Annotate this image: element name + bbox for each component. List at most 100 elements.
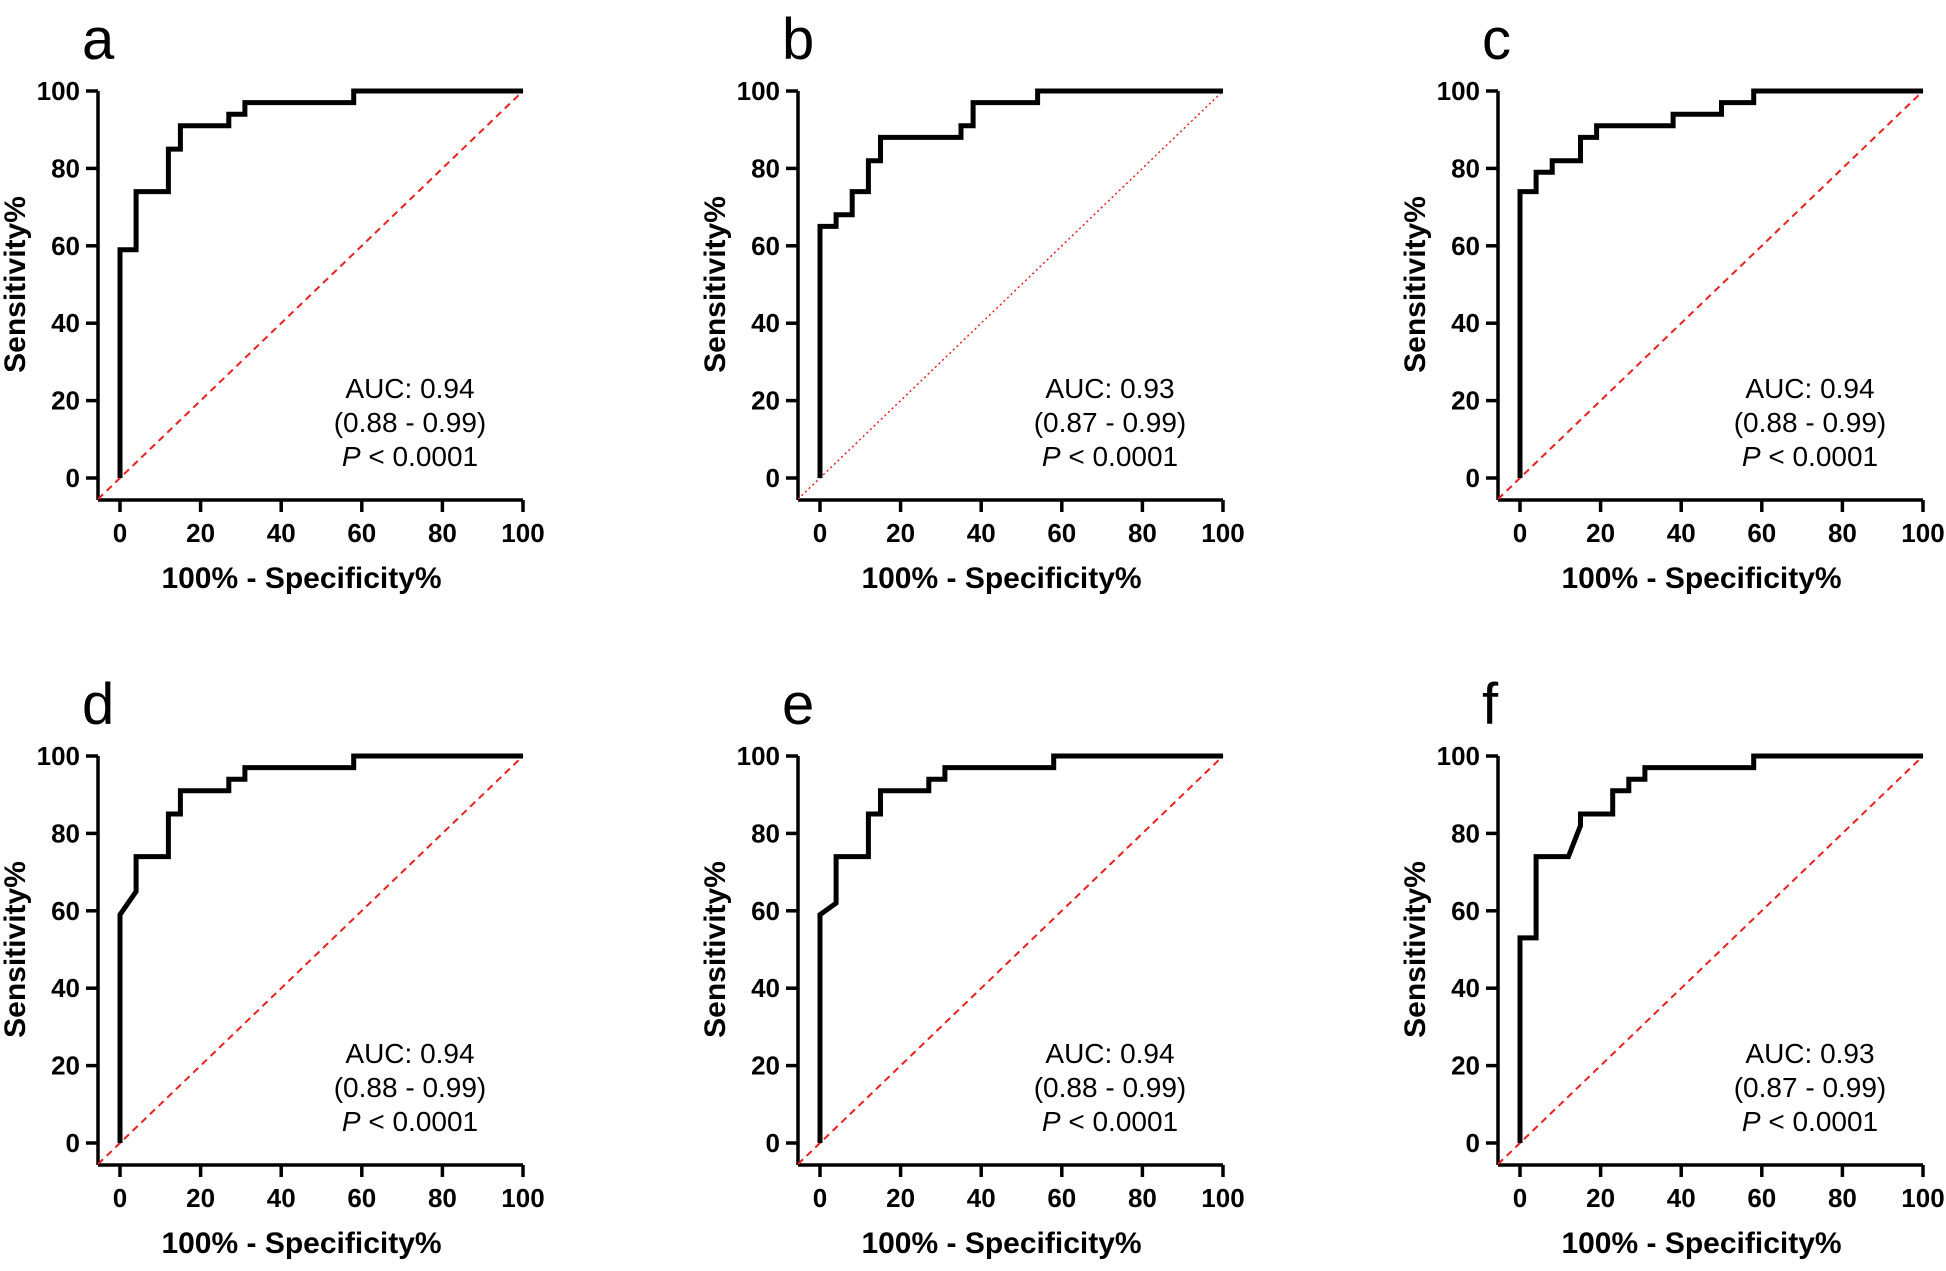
x-tick-label: 60 bbox=[347, 518, 376, 548]
roc-panel-e: e 0 20 40 60 80 100 0 20 40 60 80 100 100% - Specific… bbox=[699, 672, 1245, 1260]
panel-letter: c bbox=[1482, 7, 1511, 72]
p-value: < 0.0001 bbox=[1061, 441, 1179, 472]
auc-ci-label: (0.88 - 0.99) bbox=[334, 1072, 487, 1103]
p-symbol: P bbox=[1742, 441, 1761, 472]
y-tick-label: 80 bbox=[51, 153, 80, 183]
p-symbol: P bbox=[342, 1106, 361, 1137]
y-tick-label: 40 bbox=[51, 973, 80, 1003]
p-value: < 0.0001 bbox=[1761, 1106, 1879, 1137]
auc-label: AUC: 0.94 bbox=[1045, 1038, 1174, 1069]
x-tick-label: 80 bbox=[1128, 518, 1157, 548]
y-tick-label: 80 bbox=[751, 153, 780, 183]
x-tick-label: 60 bbox=[1047, 518, 1076, 548]
y-tick-label: 20 bbox=[51, 1051, 80, 1081]
y-tick-label: 100 bbox=[737, 741, 780, 771]
x-tick-label: 20 bbox=[186, 1183, 215, 1213]
auc-ci-label: (0.88 - 0.99) bbox=[334, 407, 487, 438]
x-tick-label: 60 bbox=[1047, 1183, 1076, 1213]
y-tick-label: 100 bbox=[737, 76, 780, 106]
roc-panel-a: a 0 20 40 60 80 100 0 20 40 60 80 100 100% - Specific… bbox=[0, 7, 545, 595]
p-symbol: P bbox=[1042, 1106, 1061, 1137]
x-tick-label: 60 bbox=[347, 1183, 376, 1213]
p-value-label: P < 0.0001 bbox=[1742, 441, 1878, 472]
p-value-label: P < 0.0001 bbox=[342, 441, 478, 472]
p-symbol: P bbox=[342, 441, 361, 472]
y-tick-label: 20 bbox=[1451, 1051, 1480, 1081]
x-tick-label: 100 bbox=[1201, 1183, 1244, 1213]
x-tick-label: 40 bbox=[267, 518, 296, 548]
auc-ci-label: (0.87 - 0.99) bbox=[1734, 1072, 1887, 1103]
roc-curve bbox=[817, 88, 1223, 478]
reference-line bbox=[797, 90, 1224, 500]
reference-line bbox=[97, 90, 524, 500]
x-tick-label: 60 bbox=[1747, 518, 1776, 548]
y-tick-label: 100 bbox=[1437, 76, 1480, 106]
reference-line bbox=[1497, 90, 1924, 500]
y-axis-title: Sensitivity% bbox=[699, 196, 732, 373]
x-tick-label: 60 bbox=[1747, 1183, 1776, 1213]
y-tick-label: 80 bbox=[1451, 818, 1480, 848]
p-value-label: P < 0.0001 bbox=[342, 1106, 478, 1137]
auc-ci-label: (0.88 - 0.99) bbox=[1734, 407, 1887, 438]
x-tick-label: 20 bbox=[186, 518, 215, 548]
roc-curve bbox=[117, 753, 523, 1143]
p-value-label: P < 0.0001 bbox=[1042, 1106, 1178, 1137]
p-value: < 0.0001 bbox=[361, 441, 479, 472]
x-tick-label: 80 bbox=[1828, 1183, 1857, 1213]
y-tick-label: 40 bbox=[51, 308, 80, 338]
x-tick-label: 80 bbox=[1828, 518, 1857, 548]
y-tick-label: 60 bbox=[51, 896, 80, 926]
x-tick-label: 80 bbox=[428, 518, 457, 548]
roc-curve bbox=[817, 753, 1223, 1143]
p-symbol: P bbox=[1042, 441, 1061, 472]
y-tick-label: 40 bbox=[751, 973, 780, 1003]
x-tick-label: 20 bbox=[1586, 518, 1615, 548]
x-tick-label: 0 bbox=[1513, 518, 1527, 548]
y-tick-label: 40 bbox=[751, 308, 780, 338]
y-tick-label: 60 bbox=[751, 896, 780, 926]
auc-label: AUC: 0.93 bbox=[1745, 1038, 1874, 1069]
p-value-label: P < 0.0001 bbox=[1742, 1106, 1878, 1137]
x-tick-label: 100 bbox=[1901, 518, 1944, 548]
roc-panel-b: b 0 20 40 60 80 100 0 20 40 60 80 100 100% - Specific… bbox=[699, 7, 1245, 595]
panel-letter: b bbox=[782, 7, 814, 72]
y-axis-title: Sensitivity% bbox=[1399, 196, 1432, 373]
x-tick-label: 100 bbox=[1901, 1183, 1944, 1213]
x-axis-title: 100% - Specificity% bbox=[161, 1227, 441, 1260]
panel-letter: a bbox=[82, 7, 115, 72]
y-tick-label: 80 bbox=[751, 818, 780, 848]
auc-label: AUC: 0.94 bbox=[1745, 373, 1874, 404]
y-tick-label: 100 bbox=[37, 741, 80, 771]
reference-line bbox=[97, 755, 524, 1165]
y-tick-label: 0 bbox=[66, 463, 80, 493]
x-tick-label: 0 bbox=[813, 1183, 827, 1213]
y-tick-label: 20 bbox=[51, 386, 80, 416]
y-tick-label: 60 bbox=[51, 231, 80, 261]
auc-label: AUC: 0.94 bbox=[345, 1038, 474, 1069]
x-tick-label: 0 bbox=[113, 518, 127, 548]
panel-letter: e bbox=[782, 672, 814, 737]
x-tick-label: 100 bbox=[501, 1183, 544, 1213]
roc-panel-c: c 0 20 40 60 80 100 0 20 40 60 80 100 100% - Specific… bbox=[1399, 7, 1945, 595]
x-tick-label: 100 bbox=[501, 518, 544, 548]
y-tick-label: 0 bbox=[1466, 463, 1480, 493]
y-tick-label: 80 bbox=[1451, 153, 1480, 183]
y-tick-label: 40 bbox=[1451, 973, 1480, 1003]
x-axis-title: 100% - Specificity% bbox=[1561, 562, 1841, 595]
panel-letter: f bbox=[1482, 672, 1499, 737]
x-tick-label: 40 bbox=[967, 518, 996, 548]
panel-letter: d bbox=[82, 672, 114, 737]
x-axis-title: 100% - Specificity% bbox=[1561, 1227, 1841, 1260]
roc-panel-d: d 0 20 40 60 80 100 0 20 40 60 80 100 100% - Specific… bbox=[0, 672, 545, 1260]
y-axis-title: Sensitivity% bbox=[699, 861, 732, 1038]
y-tick-label: 100 bbox=[37, 76, 80, 106]
p-value: < 0.0001 bbox=[361, 1106, 479, 1137]
x-tick-label: 100 bbox=[1201, 518, 1244, 548]
p-symbol: P bbox=[1742, 1106, 1761, 1137]
x-tick-label: 20 bbox=[886, 518, 915, 548]
y-axis-title: Sensitivity% bbox=[0, 861, 32, 1038]
roc-curve bbox=[1517, 88, 1923, 478]
y-tick-label: 60 bbox=[1451, 896, 1480, 926]
y-tick-label: 80 bbox=[51, 818, 80, 848]
